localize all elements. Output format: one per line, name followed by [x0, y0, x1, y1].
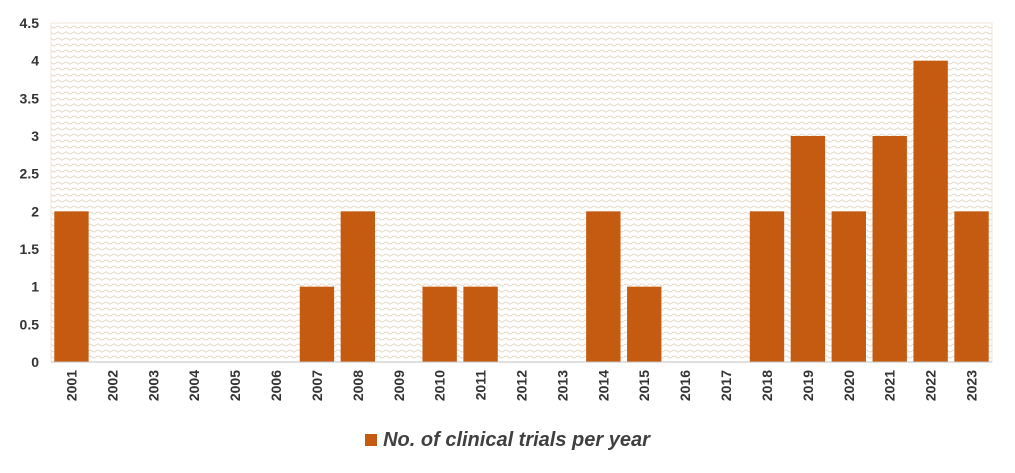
y-tick-label: 3.5: [20, 90, 40, 106]
y-tick-label: 2: [31, 203, 39, 219]
x-tick-label: 2015: [636, 370, 652, 401]
x-tick-label: 2020: [841, 370, 857, 401]
legend: No. of clinical trials per year: [0, 424, 1015, 456]
x-tick-label: 2016: [677, 370, 693, 401]
x-tick-label: 2005: [227, 370, 243, 401]
x-tick-label: 2023: [964, 370, 980, 401]
y-axis: 0 0.5 1 1.5 2 2.5 3 3.5 4 4.5: [20, 15, 40, 370]
bar-2015: [627, 286, 662, 362]
bar-2011: [463, 286, 498, 362]
bar-chart-svg: 00.511.522.533.544.5 2001 2002 2003 2004 200…: [20, 15, 993, 401]
x-tick-label: 2010: [432, 370, 448, 401]
legend-label: No. of clinical trials per year: [383, 428, 650, 451]
bar-2001: [54, 211, 89, 362]
x-axis: 2001 2002 2003 2004 2005 2006 2007 2008 2009 2010…: [63, 370, 979, 401]
bar-2010: [422, 286, 457, 362]
y-tick-label: 3: [31, 128, 39, 144]
x-tick-label: 2019: [800, 370, 816, 401]
x-tick-label: 2021: [882, 370, 898, 401]
x-tick-label: 2009: [391, 370, 407, 401]
y-tick-label: 0.5: [20, 316, 40, 332]
bar-2014: [586, 211, 621, 362]
y-tick-label: 4.5: [20, 15, 40, 31]
x-tick-label: 2008: [350, 370, 366, 401]
bars: [54, 60, 989, 363]
x-tick-label: 2014: [595, 370, 611, 401]
legend-swatch: [365, 434, 378, 446]
bar-2023: [954, 211, 989, 362]
bar-2021: [872, 136, 907, 362]
bar-2007: [299, 286, 335, 362]
x-tick-label: 2011: [473, 370, 489, 401]
y-tick-label: 0: [31, 354, 39, 370]
bar-2020: [831, 211, 866, 362]
x-tick-label: 2022: [923, 370, 939, 401]
bar-2018: [749, 211, 785, 362]
x-tick-label: 2002: [104, 370, 120, 401]
x-tick-label: 2018: [759, 370, 775, 401]
x-tick-label: 2017: [718, 370, 734, 401]
x-tick-label: 2007: [309, 370, 325, 401]
x-tick-label: 2003: [145, 370, 161, 401]
x-tick-label: 2013: [554, 370, 570, 401]
bar-2008: [340, 211, 376, 362]
x-tick-label: 2012: [514, 370, 530, 401]
bar-2019: [790, 136, 826, 362]
x-tick-label: 2001: [63, 370, 79, 401]
y-tick-label: 1: [31, 279, 39, 295]
bar-2022: [913, 60, 948, 363]
y-tick-label: 4: [31, 53, 39, 69]
x-tick-label: 2006: [268, 370, 284, 401]
x-tick-label: 2004: [186, 370, 202, 401]
y-tick-label: 1.5: [20, 241, 40, 257]
y-tick-label: 2.5: [20, 166, 40, 182]
